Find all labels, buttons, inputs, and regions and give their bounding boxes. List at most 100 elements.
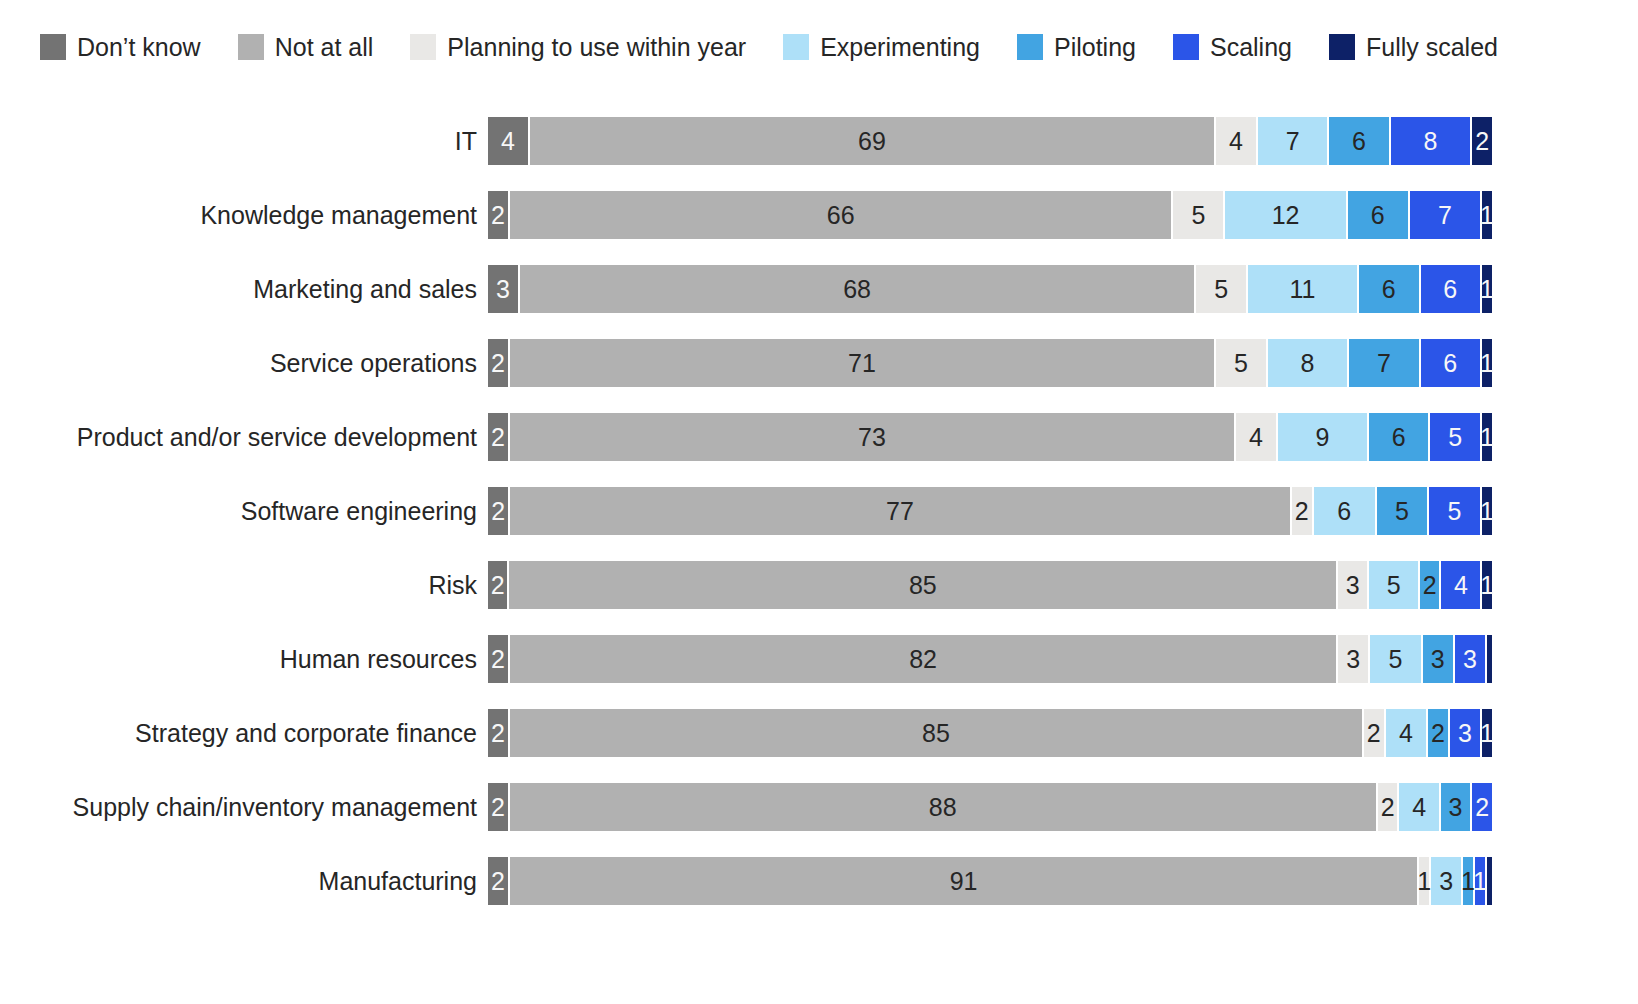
- bar-segment-scaling: 4: [1441, 561, 1480, 609]
- legend-label: Planning to use within year: [447, 35, 746, 60]
- segment-value: 5: [1395, 499, 1409, 524]
- segment-value: 2: [1295, 499, 1309, 524]
- segment-value: 3: [1458, 721, 1472, 746]
- segment-value: 2: [491, 499, 505, 524]
- bar-segment-experimenting: 4: [1386, 709, 1426, 757]
- bar-segment-scaling: 2: [1472, 783, 1492, 831]
- segment-value: 2: [1431, 721, 1445, 746]
- bar-segment-fully-scaled: 1: [1482, 561, 1492, 609]
- bar-segment-not-at-all: 88: [510, 783, 1376, 831]
- bar-segment-dont-know: 2: [488, 487, 508, 535]
- bar-segment-scaling: 1: [1475, 857, 1485, 905]
- category-label: Product and/or service development: [40, 423, 488, 452]
- bar-segment-dont-know: 2: [488, 783, 508, 831]
- bar-row-manufacturing: Manufacturing2911311: [40, 857, 1638, 905]
- bar-segment-planning-to-use-within-year: 5: [1173, 191, 1223, 239]
- bar-segment-experimenting: 9: [1278, 413, 1367, 461]
- bar-segment-planning-to-use-within-year: 3: [1338, 561, 1367, 609]
- segment-value: 1: [1480, 351, 1494, 376]
- segment-value: 1: [1473, 869, 1487, 894]
- legend-item-experimenting: Experimenting: [783, 34, 980, 60]
- segment-value: 3: [1449, 795, 1463, 820]
- bar-segment-piloting: 2: [1428, 709, 1448, 757]
- bar-segment-planning-to-use-within-year: 2: [1364, 709, 1384, 757]
- bar-segment-experimenting: 4: [1399, 783, 1438, 831]
- segment-value: 7: [1377, 351, 1391, 376]
- legend-label: Not at all: [275, 35, 374, 60]
- bar-segment-scaling: 8: [1391, 117, 1470, 165]
- segment-value: 5: [1214, 277, 1228, 302]
- segment-value: 4: [1249, 425, 1263, 450]
- bar-segment-planning-to-use-within-year: 2: [1378, 783, 1398, 831]
- bar-segment-experimenting: 7: [1258, 117, 1327, 165]
- legend-swatch-icon: [783, 34, 809, 60]
- bar-row-product-and-or-service-development: Product and/or service development273496…: [40, 413, 1638, 461]
- bar-segment-piloting: 3: [1423, 635, 1453, 683]
- bar-track: 2882432: [488, 783, 1492, 831]
- segment-value: 5: [1191, 203, 1205, 228]
- bar-segment-fully-scaled: 2: [1472, 117, 1492, 165]
- bar-segment-piloting: 6: [1359, 265, 1419, 313]
- category-label: Knowledge management: [40, 201, 488, 230]
- segment-value: 4: [1229, 129, 1243, 154]
- category-label: Human resources: [40, 645, 488, 674]
- segment-value: 3: [1431, 647, 1445, 672]
- segment-value: 6: [1371, 203, 1385, 228]
- legend-swatch-icon: [1017, 34, 1043, 60]
- bar-segment-scaling: 6: [1421, 265, 1481, 313]
- category-label: Strategy and corporate finance: [40, 719, 488, 748]
- bar-segment-planning-to-use-within-year: 5: [1216, 339, 1266, 387]
- bar-segment-piloting: 7: [1349, 339, 1418, 387]
- bar-segment-experimenting: 8: [1268, 339, 1347, 387]
- segment-value: 2: [491, 721, 505, 746]
- bar-track: 2823533: [488, 635, 1492, 683]
- bar-segment-planning-to-use-within-year: 3: [1338, 635, 1368, 683]
- category-label: Manufacturing: [40, 867, 488, 896]
- bar-segment-scaling: 3: [1455, 635, 1485, 683]
- category-label: Software engineering: [40, 497, 488, 526]
- segment-value: 3: [1346, 647, 1360, 672]
- legend-label: Experimenting: [820, 35, 980, 60]
- segment-value: 1: [1480, 425, 1494, 450]
- bar-segment-dont-know: 2: [488, 857, 508, 905]
- bar-track: 27158761: [488, 339, 1492, 387]
- category-label: IT: [40, 127, 488, 156]
- segment-value: 4: [501, 129, 515, 154]
- segment-value: 2: [1381, 795, 1395, 820]
- bar-segment-dont-know: 2: [488, 413, 508, 461]
- bar-row-service-operations: Service operations27158761: [40, 339, 1638, 387]
- bar-segment-not-at-all: 77: [510, 487, 1289, 535]
- segment-value: 85: [909, 573, 937, 598]
- bar-row-it: IT46947682: [40, 117, 1638, 165]
- segment-value: 2: [1475, 129, 1489, 154]
- category-label: Risk: [40, 571, 488, 600]
- segment-value: 6: [1392, 425, 1406, 450]
- segment-value: 1: [1480, 499, 1494, 524]
- bar-segment-not-at-all: 82: [510, 635, 1336, 683]
- segment-value: 4: [1399, 721, 1413, 746]
- bar-segment-fully-scaled: 1: [1482, 191, 1492, 239]
- segment-value: 1: [1480, 721, 1494, 746]
- legend-swatch-icon: [40, 34, 66, 60]
- bar-segment-not-at-all: 91: [510, 857, 1417, 905]
- segment-value: 8: [1300, 351, 1314, 376]
- segment-value: 11: [1290, 277, 1316, 302]
- segment-value: 3: [1463, 647, 1477, 672]
- segment-value: 1: [1480, 203, 1494, 228]
- bar-row-strategy-and-corporate-finance: Strategy and corporate finance28524231: [40, 709, 1638, 757]
- segment-value: 2: [491, 425, 505, 450]
- legend-item-not-at-all: Not at all: [238, 34, 374, 60]
- segment-value: 2: [491, 647, 505, 672]
- legend-item-fully-scaled: Fully scaled: [1329, 34, 1498, 60]
- legend-label: Scaling: [1210, 35, 1292, 60]
- segment-value: 5: [1448, 499, 1462, 524]
- bar-segment-experimenting: 12: [1225, 191, 1345, 239]
- segment-value: 91: [950, 869, 978, 894]
- bar-track: 28535241: [488, 561, 1492, 609]
- bar-segment-planning-to-use-within-year: 5: [1196, 265, 1246, 313]
- bar-segment-scaling: 3: [1450, 709, 1480, 757]
- bar-segment-fully-scaled: 1: [1482, 487, 1492, 535]
- legend-item-scaling: Scaling: [1173, 34, 1292, 60]
- bar-row-risk: Risk28535241: [40, 561, 1638, 609]
- segment-value: 7: [1438, 203, 1452, 228]
